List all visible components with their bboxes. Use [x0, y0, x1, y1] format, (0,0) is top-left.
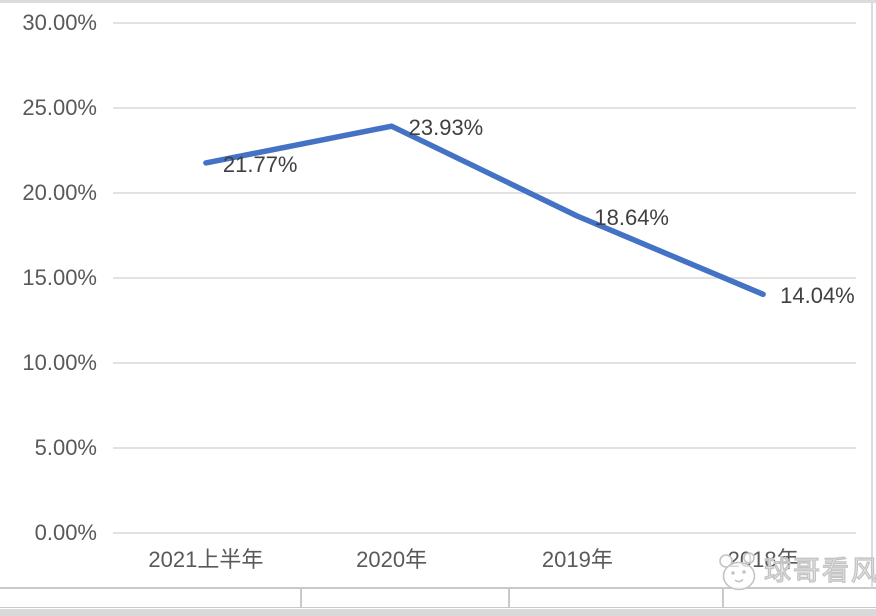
x-tick-label: 2019年 [541, 547, 613, 572]
data-label: 21.77% [222, 151, 298, 177]
panda-face-icon [719, 552, 756, 591]
y-tick-label: 20.00% [22, 180, 97, 205]
y-tick-label: 5.00% [34, 435, 97, 460]
y-tick-label: 10.00% [22, 350, 97, 375]
table-cell-divider [300, 589, 302, 607]
data-label: 18.64% [594, 205, 669, 231]
y-tick-label: 15.00% [22, 265, 97, 290]
y-tick-label: 25.00% [22, 95, 97, 120]
table-cell-divider [722, 589, 724, 607]
watermark-text: 球哥看风 [763, 555, 876, 586]
y-tick-label: 0.00% [34, 520, 97, 545]
bottom-edge-bar [0, 609, 876, 616]
watermark: 球哥看风 [716, 549, 876, 593]
series-line [203, 123, 766, 298]
data-table-row [0, 587, 876, 608]
right-edge-border [871, 0, 873, 588]
x-tick-label: 2020年 [356, 547, 428, 572]
data-label: 23.93% [408, 115, 484, 141]
top-edge-bar [0, 0, 876, 3]
y-tick-label: 30.00% [22, 10, 97, 35]
data-label: 14.04% [780, 283, 855, 309]
table-cell-divider [508, 589, 510, 607]
x-tick-label: 2021上半年 [148, 547, 264, 572]
